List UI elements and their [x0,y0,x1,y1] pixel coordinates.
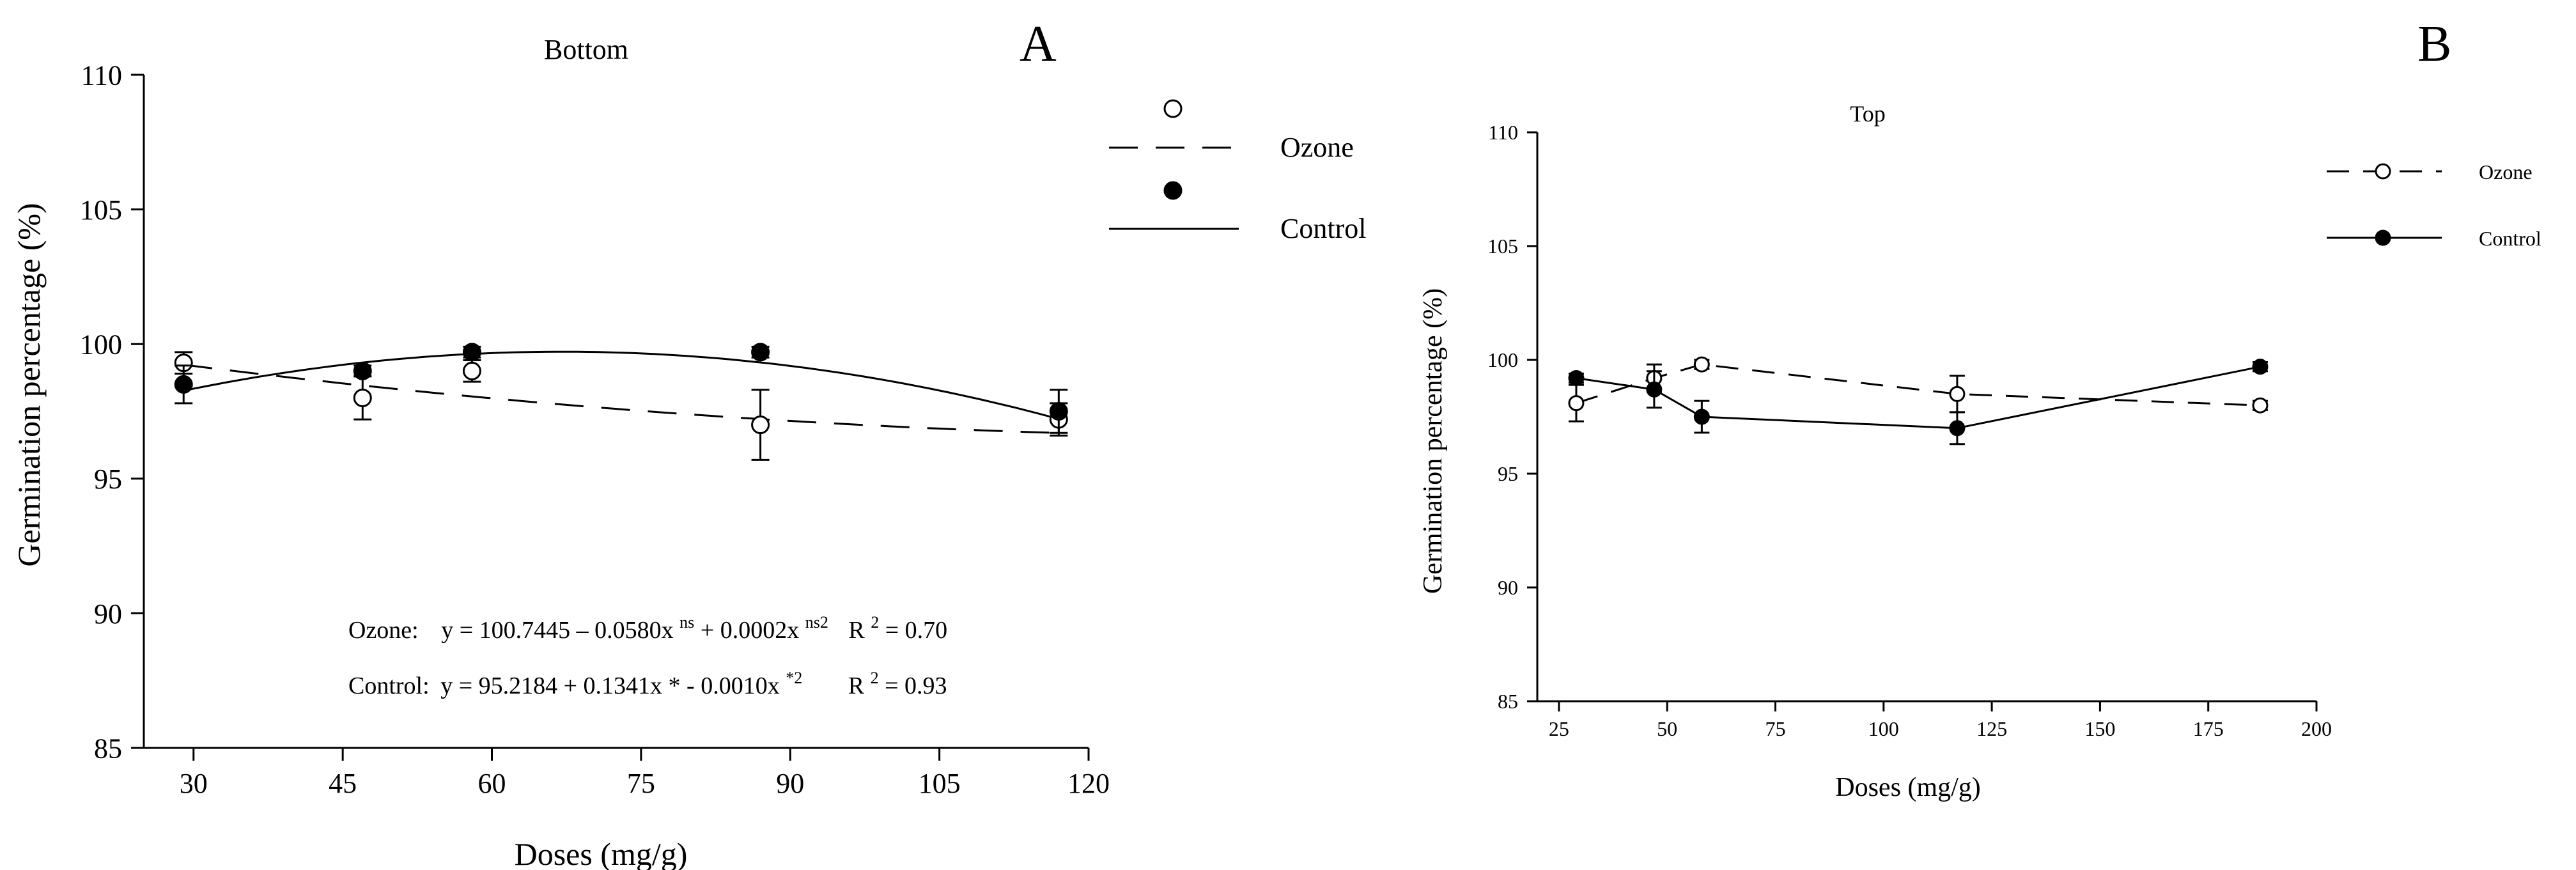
ozone-data-point [462,361,481,380]
panel-a-legend-ozone-label: Ozone [1280,132,1354,163]
y-tick-label: 85 [94,733,122,764]
panel-a-legend-control-marker [1163,181,1183,200]
ozone-equation: Ozone: y = 100.7445 – 0.0580x ns + 0.000… [348,607,947,644]
control-data-point [1646,381,1663,398]
ozone-data-point [1949,385,1966,402]
ozone-data-point [2252,397,2269,414]
ozone-equation-mid: + 0.0002x [701,617,799,644]
ozone-equation-sup2: ns2 [805,613,828,632]
panel-b-letter: B [2417,16,2451,72]
y-tick-label: 95 [94,463,122,495]
panel-b-x-ticks: 25 50 75 100 125 150 175 200 [1549,701,2332,740]
x-tick-label: 125 [1976,717,2007,740]
control-data-point [1049,402,1068,421]
y-tick-label: 110 [1488,121,1518,144]
control-r2-sup: 2 [871,669,879,687]
control-r2-value: = 0.93 [885,672,947,699]
ozone-equation-main: y = 100.7445 – 0.0580x [441,617,673,644]
panel-a-y-axis-label: Germination percentage (%) [11,203,47,566]
y-tick-label: 110 [81,59,122,91]
y-tick-label: 95 [1498,462,1518,485]
control-equation-sup: *2 [786,669,802,687]
panel-b-legend: Ozone Control [2327,160,2541,250]
control-data-point [751,343,770,362]
panel-b-legend-control-label: Control [2479,227,2541,250]
ozone-r2-prefix: R [848,617,865,644]
panel-b-x-axis-label: Doses (mg/g) [1835,773,1980,802]
panel-a-equations: Ozone: y = 100.7445 – 0.0580x ns + 0.000… [348,607,947,699]
panel-b-legend-ozone-marker [2375,163,2391,180]
panel-a-data-points [174,343,1068,461]
panel-a-x-ticks: 30 45 60 75 90 105 120 [180,748,1110,799]
ozone-r2-value: = 0.70 [885,617,947,644]
y-tick-label: 100 [1487,348,1518,371]
panel-a-legend-control-label: Control [1280,213,1366,244]
ozone-data-point [353,388,372,407]
panel-b-title: Top [1850,101,1885,127]
panel-b: B Top Doses (mg/g) Germination percentag… [1418,16,2541,802]
panel-a-legend: Ozone Control [1109,99,1366,244]
control-equation: Control: y = 95.2184 + 0.1341x * - 0.001… [348,662,947,699]
y-tick-label: 90 [1498,576,1518,599]
panel-b-data-points [1568,356,2269,446]
ozone-series-line [183,364,1059,434]
control-data-point [2252,359,2269,375]
control-data-point [1568,369,1585,386]
control-data-point [174,375,193,394]
ozone-data-point [751,416,770,435]
panel-b-y-ticks: 85 90 95 100 105 110 [1487,121,1537,713]
y-tick-label: 105 [80,194,122,226]
panel-a-y-ticks: 85 90 95 100 105 110 [80,59,144,764]
control-equation-main: y = 95.2184 + 0.1341x * - 0.0010x [440,672,780,699]
x-tick-label: 75 [1765,717,1785,740]
ozone-data-point [1693,356,1710,373]
panel-a-x-axis-label: Doses (mg/g) [515,836,688,870]
control-r2-prefix: R [848,672,865,699]
control-equation-label: Control: [348,672,430,699]
x-tick-label: 90 [776,768,804,799]
x-tick-label: 25 [1549,717,1569,740]
control-data-point [462,343,481,362]
control-series-line [183,350,1059,420]
x-tick-label: 120 [1067,768,1110,799]
panel-a: A Bottom Doses (mg/g) Germination percen… [11,16,1366,870]
control-data-point [1949,420,1966,437]
panel-b-legend-control-marker [2375,229,2391,246]
panel-b-y-axis-label: Germination percentage (%) [1418,288,1448,594]
panel-a-fit-curves [183,350,1059,434]
x-tick-label: 100 [1868,717,1899,740]
x-tick-label: 50 [1657,717,1677,740]
y-tick-label: 100 [80,329,122,361]
panel-a-title: Bottom [544,34,628,65]
ozone-r2-sup: 2 [871,613,879,632]
panel-a-letter: A [1020,16,1057,72]
x-tick-label: 150 [2084,717,2115,740]
control-data-point [353,361,372,380]
y-tick-label: 85 [1498,690,1518,713]
x-tick-label: 175 [2193,717,2224,740]
y-tick-label: 90 [94,598,122,630]
x-tick-label: 45 [329,768,357,799]
x-tick-label: 105 [919,768,961,799]
control-data-point [1693,408,1710,425]
x-tick-label: 200 [2301,717,2332,740]
y-tick-label: 105 [1487,235,1518,258]
x-tick-label: 30 [180,768,208,799]
panel-a-legend-ozone-marker [1163,99,1183,118]
ozone-equation-label: Ozone: [348,617,419,644]
ozone-data-point [1568,395,1585,412]
x-tick-label: 60 [478,768,506,799]
x-tick-label: 75 [627,768,655,799]
ozone-equation-sup1: ns [679,613,694,632]
panel-b-legend-ozone-label: Ozone [2479,160,2533,183]
